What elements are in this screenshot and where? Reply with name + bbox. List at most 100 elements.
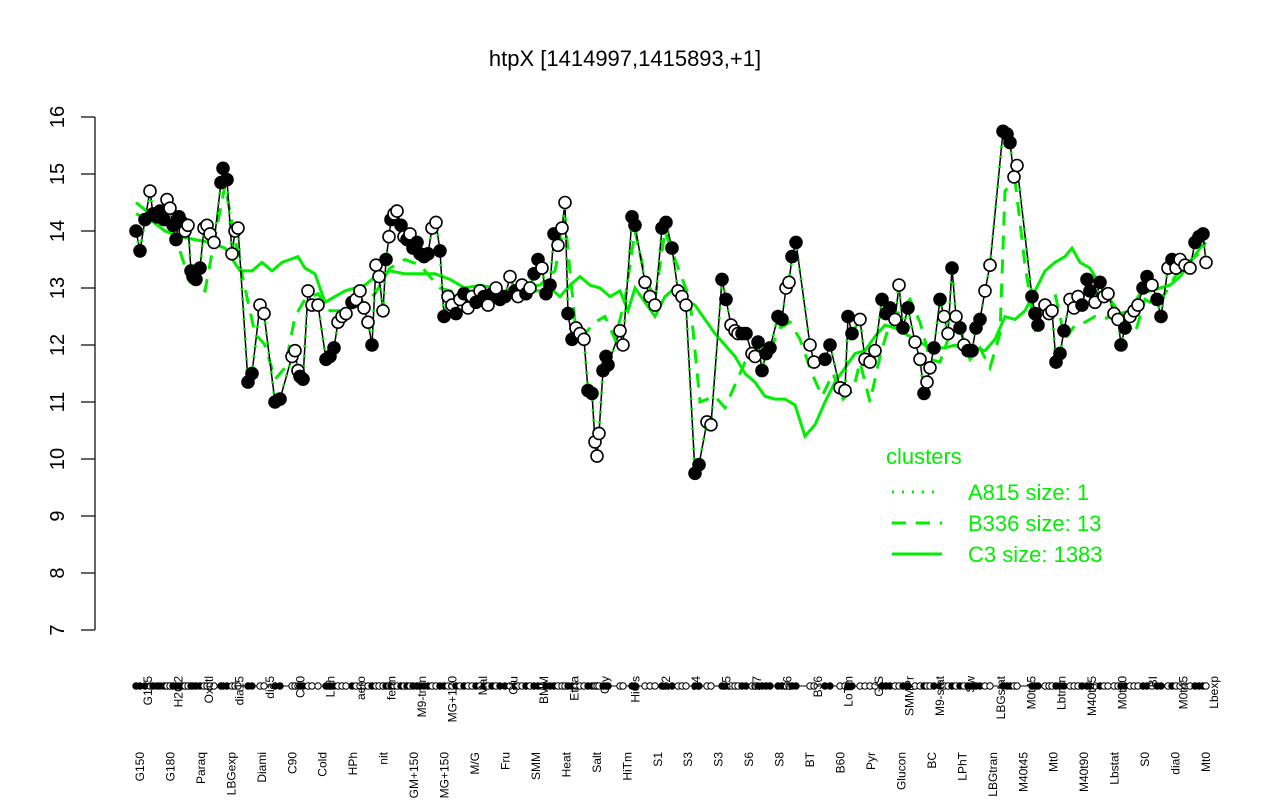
- data-point: [933, 292, 947, 307]
- x-tick-label-top: SMMPr: [902, 676, 916, 716]
- x-tick-label-top: M0t45: [1177, 676, 1191, 710]
- x-tick-label-top: S5: [720, 676, 734, 691]
- data-point: [978, 284, 992, 298]
- data-point: [1053, 346, 1067, 361]
- y-tick-label: 12: [47, 334, 69, 356]
- data-point: [883, 301, 897, 315]
- data-point: [1080, 272, 1094, 287]
- x-tick-label-top: LBGstat: [994, 675, 1008, 719]
- data-point: [590, 449, 604, 463]
- data-point: [1196, 227, 1210, 241]
- data-point: [679, 298, 693, 312]
- data-point: [923, 360, 937, 375]
- x-tick-label-bottom: MG+150: [438, 752, 452, 799]
- data-point: [1150, 292, 1164, 307]
- data-point: [863, 355, 877, 369]
- x-tick-label-bottom: Fru: [498, 752, 512, 770]
- x-tick-label-top: M40t45: [1085, 676, 1099, 716]
- x-tick-label-bottom: Mt0: [1047, 752, 1061, 772]
- data-point: [917, 386, 931, 401]
- data-point: [853, 312, 867, 327]
- data-point: [613, 323, 627, 338]
- data-point: [1083, 284, 1097, 298]
- data-point: [481, 298, 495, 312]
- data-point: [225, 247, 239, 261]
- x-tick-label-top: B36: [811, 676, 825, 698]
- x-tick-label-bottom: S1: [651, 752, 665, 767]
- data-point: [503, 269, 517, 284]
- data-point: [941, 326, 955, 341]
- data-point: [301, 284, 315, 298]
- x-tick-label-bottom: HPh: [346, 752, 360, 775]
- x-tick-label-bottom: M/G: [468, 752, 482, 775]
- x-tick-label-bottom: S0: [1138, 752, 1152, 767]
- x-tick-label-bottom: Pyr: [864, 752, 878, 770]
- x-tick-label-bottom: S6: [742, 752, 756, 767]
- data-point: [376, 303, 390, 318]
- expression-points: [129, 124, 1213, 481]
- data-point: [751, 335, 765, 349]
- x-tick-label-bottom: Salt: [590, 751, 604, 772]
- data-point: [1003, 135, 1017, 150]
- y-tick-label: 11: [47, 392, 69, 413]
- y-axis: 7 8 9 10 11 12 13 14 15 16: [47, 106, 96, 636]
- x-tick-label-top: S4: [689, 676, 703, 691]
- data-point: [803, 338, 817, 352]
- data-point: [1154, 309, 1168, 324]
- x-tick-label-bottom: dia0: [1169, 752, 1183, 775]
- x-tick-label-bottom: LBGtran: [986, 752, 1000, 797]
- x-tick-label-top: MG+120: [446, 676, 460, 723]
- data-point: [927, 341, 941, 355]
- legend: clusters A815 size: 1 B336 size: 13 C3 s…: [886, 444, 1103, 567]
- legend-entry-b336: B336 size: 13: [968, 511, 1101, 536]
- x-tick-label-top: BMM: [537, 676, 551, 704]
- data-point: [288, 343, 302, 358]
- data-point: [665, 241, 679, 255]
- x-tick-label-top: LoTm: [842, 676, 856, 707]
- x-tick-label-bottom: Diami: [255, 752, 269, 783]
- x-tick-label-top: M0t45: [1024, 676, 1038, 710]
- data-point: [908, 335, 922, 349]
- data-point: [1028, 306, 1042, 321]
- y-tick-label: 10: [47, 448, 69, 470]
- data-point: [555, 221, 569, 235]
- x-axis: G135 H2O2 Oxctl dia15 dia5 C30 LPh aero ferm M9-t…: [132, 675, 1221, 799]
- x-tick-label-top: Glu: [506, 676, 520, 695]
- x-tick-label-top: G135: [141, 676, 155, 706]
- data-point: [551, 238, 565, 253]
- data-point: [913, 352, 927, 367]
- y-tick-label: 16: [47, 106, 69, 128]
- data-point: [983, 258, 997, 273]
- data-point: [585, 386, 599, 401]
- data-point: [739, 326, 753, 341]
- x-tick-label-top: G/S: [872, 676, 886, 697]
- x-tick-label-bottom: M40t90: [1077, 752, 1091, 792]
- data-point: [273, 392, 287, 406]
- data-point: [535, 261, 549, 275]
- x-tick-label-top: dia15: [232, 676, 246, 706]
- data-point: [807, 355, 821, 369]
- data-point: [193, 261, 207, 275]
- data-point: [845, 326, 859, 341]
- x-tick-label-bottom: BT: [803, 751, 817, 767]
- x-tick-label-bottom: LBGexp: [224, 752, 238, 796]
- x-tick-label-top: dia5: [263, 676, 277, 699]
- data-point: [875, 292, 889, 307]
- data-point: [339, 306, 353, 321]
- data-point: [901, 301, 915, 315]
- x-tick-label-top: M9-stat: [933, 675, 947, 716]
- cluster-c3-line: [135, 212, 1208, 440]
- data-point: [1025, 289, 1039, 304]
- x-tick-label-top: M9-tran: [415, 676, 429, 717]
- x-tick-label-top: S7: [750, 676, 764, 691]
- data-point: [577, 332, 591, 347]
- data-point: [361, 315, 375, 330]
- x-tick-label-bottom: nit: [377, 751, 391, 764]
- data-point: [896, 321, 910, 335]
- data-point: [365, 338, 379, 352]
- x-tick-label-top: M0t90: [1116, 676, 1130, 710]
- data-point: [327, 341, 341, 355]
- data-point: [659, 215, 673, 230]
- x-tick-label-bottom: S8: [773, 752, 787, 767]
